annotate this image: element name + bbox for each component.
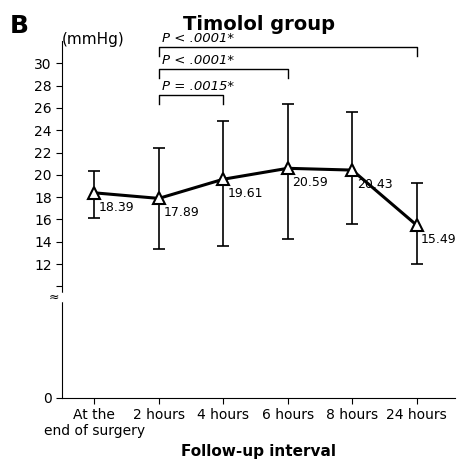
Text: 18.39: 18.39: [99, 201, 135, 214]
Text: P = .0015*: P = .0015*: [162, 80, 234, 93]
Text: (mmHg): (mmHg): [62, 32, 125, 46]
Text: P < .0001*: P < .0001*: [162, 32, 234, 45]
Text: 19.61: 19.61: [228, 187, 263, 200]
Text: P < .0001*: P < .0001*: [162, 55, 234, 67]
Text: 17.89: 17.89: [164, 206, 199, 219]
Text: 15.49: 15.49: [421, 233, 457, 246]
X-axis label: Follow-up interval: Follow-up interval: [181, 444, 336, 459]
Text: ≈: ≈: [48, 291, 59, 304]
Text: B: B: [9, 14, 28, 38]
Text: 20.59: 20.59: [292, 176, 328, 189]
Text: 20.43: 20.43: [356, 178, 392, 191]
Title: Timolol group: Timolol group: [182, 15, 335, 34]
